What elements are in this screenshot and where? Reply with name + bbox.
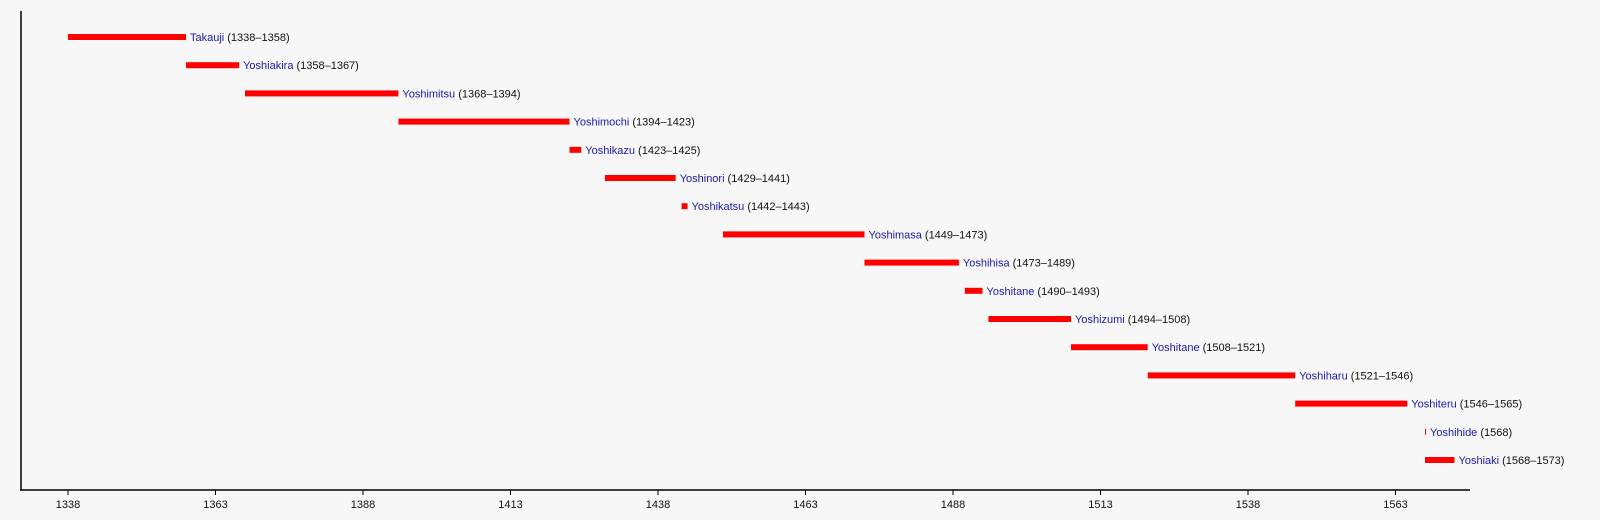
reign-years: (1338–1358) [227, 32, 289, 44]
shogun-name[interactable]: Takauji [190, 32, 224, 44]
reign-label: Yoshihisa (1473–1489) [963, 258, 1075, 270]
reign-years: (1442–1443) [747, 201, 809, 213]
reign-bar [398, 118, 570, 125]
shogun-name[interactable]: Yoshiharu [1299, 370, 1348, 382]
reign-years: (1368–1394) [458, 88, 520, 100]
shogun-name[interactable]: Yoshimitsu [402, 88, 455, 100]
x-tick-label: 1563 [1383, 499, 1407, 511]
x-tick-label: 1363 [203, 499, 227, 511]
reign-label: Yoshiakira (1358–1367) [243, 60, 359, 72]
reign-bar [604, 175, 676, 181]
x-tick-label: 1413 [498, 499, 522, 511]
reign-label: Yoshinori (1429–1441) [680, 173, 790, 185]
reign-bar [68, 34, 186, 40]
reign-years: (1494–1508) [1128, 314, 1190, 326]
reign-bar [186, 62, 240, 69]
reign-years: (1358–1367) [296, 60, 358, 72]
reign-label: Yoshihide (1568) [1430, 427, 1512, 439]
reign-bar [1425, 457, 1455, 463]
x-tick-label: 1538 [1236, 499, 1260, 511]
reign-years: (1521–1546) [1351, 370, 1413, 382]
shogun-name[interactable]: Yoshiteru [1411, 399, 1456, 411]
reign-label: Yoshitane (1508–1521) [1152, 342, 1265, 354]
x-tick-label: 1438 [646, 499, 670, 511]
reign-bar [1147, 372, 1296, 379]
reign-bar [988, 316, 1071, 322]
shogun-name[interactable]: Yoshitane [1152, 342, 1200, 354]
reign-bar [1295, 400, 1408, 407]
reign-years: (1423–1425) [638, 145, 700, 157]
reign-label: Yoshizumi (1494–1508) [1075, 314, 1190, 326]
shogun-name[interactable]: Yoshiakira [243, 60, 294, 72]
x-tick-label: 1463 [793, 499, 817, 511]
reign-years: (1429–1441) [728, 173, 790, 185]
shogun-name[interactable]: Yoshihisa [963, 258, 1011, 270]
x-tick-label: 1513 [1088, 499, 1112, 511]
reign-bar [245, 90, 399, 97]
reign-label: Yoshimochi (1394–1423) [574, 117, 695, 129]
reign-bar [1071, 344, 1148, 351]
reign-years: (1394–1423) [632, 117, 694, 129]
reign-label: Takauji (1338–1358) [190, 32, 290, 44]
reign-label: Yoshikatsu (1442–1443) [692, 201, 810, 213]
reign-label: Yoshimitsu (1368–1394) [402, 88, 520, 100]
reign-label: Yoshikazu (1423–1425) [585, 145, 700, 157]
reign-years: (1449–1473) [925, 229, 987, 241]
shogun-name[interactable]: Yoshitane [987, 286, 1035, 298]
reign-label: Yoshimasa (1449–1473) [869, 229, 988, 241]
shogun-name[interactable]: Yoshimasa [869, 229, 923, 241]
reign-years: (1473–1489) [1013, 258, 1075, 270]
reign-years: (1546–1565) [1460, 399, 1522, 411]
reign-years: (1568–1573) [1502, 455, 1564, 467]
reign-bar [1425, 428, 1426, 435]
reign-years: (1568) [1480, 427, 1512, 439]
shogun-name[interactable]: Yoshiaki [1459, 455, 1500, 467]
shogun-name[interactable]: Yoshihide [1430, 427, 1477, 439]
reign-label: Yoshiteru (1546–1565) [1411, 399, 1522, 411]
reign-label: Yoshitane (1490–1493) [987, 286, 1100, 298]
shogun-name[interactable]: Yoshinori [680, 173, 725, 185]
reign-years: (1508–1521) [1203, 342, 1265, 354]
shogun-name[interactable]: Yoshikazu [585, 145, 635, 157]
shogun-name[interactable]: Yoshizumi [1075, 314, 1125, 326]
x-tick-label: 1338 [56, 499, 80, 511]
x-tick-label: 1388 [351, 499, 375, 511]
shogun-name[interactable]: Yoshikatsu [692, 201, 745, 213]
reign-bar [722, 231, 865, 238]
reign-bar [681, 203, 688, 210]
reign-bar [569, 146, 582, 153]
reign-years: (1490–1493) [1037, 286, 1099, 298]
reign-bar [864, 259, 959, 266]
reign-label: Yoshiharu (1521–1546) [1299, 370, 1413, 382]
x-tick-label: 1488 [941, 499, 965, 511]
reign-label: Yoshiaki (1568–1573) [1459, 455, 1565, 467]
shogun-name[interactable]: Yoshimochi [574, 117, 630, 129]
reign-bar [964, 287, 983, 294]
